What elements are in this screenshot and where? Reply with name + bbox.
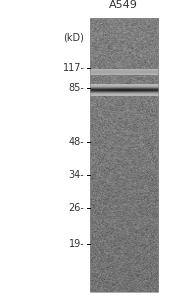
Text: (kD): (kD): [64, 33, 84, 43]
Text: 34-: 34-: [69, 170, 84, 180]
Bar: [90, 18, 158, 292]
Text: 85-: 85-: [69, 83, 84, 93]
Text: 26-: 26-: [69, 203, 84, 213]
Text: 19-: 19-: [69, 239, 84, 249]
Text: A549: A549: [109, 0, 138, 10]
Text: 117-: 117-: [62, 63, 84, 73]
Text: 48-: 48-: [69, 137, 84, 147]
